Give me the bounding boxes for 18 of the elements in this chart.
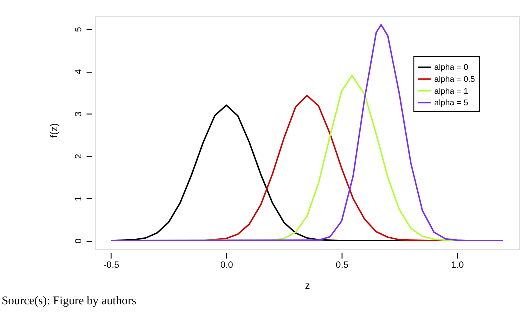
source-note: Source(s): Figure by authors — [2, 294, 137, 308]
x-tick-label: -0.5 — [104, 260, 120, 270]
y-tick-label: 0 — [73, 238, 84, 244]
y-tick-label: 2 — [73, 154, 84, 160]
y-tick-label: 4 — [73, 69, 84, 75]
legend-label: alpha = 5 — [434, 98, 469, 108]
x-axis-title: z — [305, 280, 310, 292]
y-tick-label: 5 — [73, 27, 84, 32]
legend-label: alpha = 0 — [434, 63, 469, 72]
y-axis-title: f(z) — [50, 123, 61, 138]
legend-label: alpha = 1 — [434, 86, 469, 96]
line-series — [110, 24, 504, 242]
x-tick-label: 0.5 — [336, 260, 349, 270]
y-tick-label: 3 — [73, 112, 84, 117]
x-tick-label: 0.0 — [220, 260, 234, 270]
x-tick-label: 1.0 — [451, 260, 464, 270]
legend-label: alpha = 0.5 — [434, 75, 476, 84]
y-tick-label: 1 — [73, 196, 84, 202]
